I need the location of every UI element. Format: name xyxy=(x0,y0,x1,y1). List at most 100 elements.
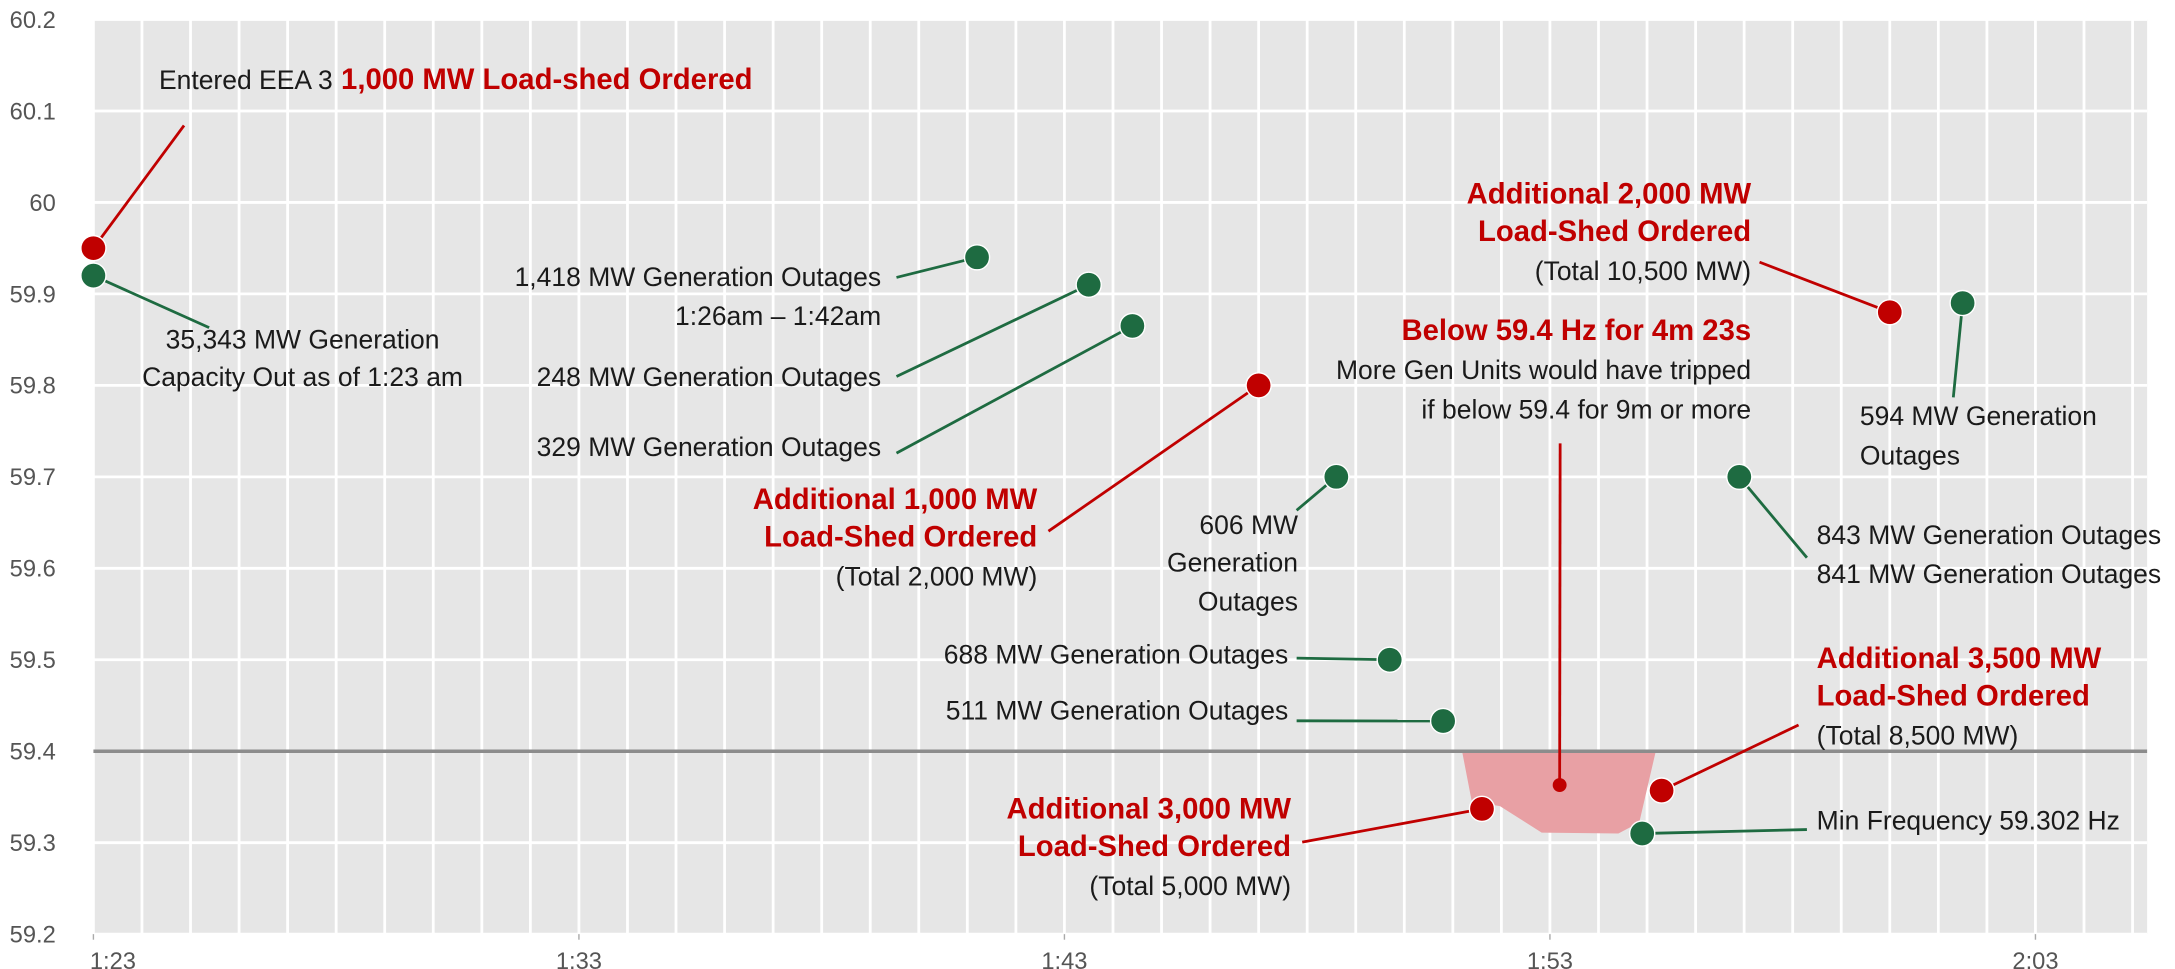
annotation-text: Additional 3,000 MW xyxy=(1006,793,1291,825)
event-point xyxy=(1949,289,1976,317)
y-tick-label: 59.9 xyxy=(10,282,56,308)
y-tick-label: 60 xyxy=(29,191,55,217)
event-point xyxy=(80,262,107,289)
annotation-span: Below 59.4 Hz for 4m 23s xyxy=(1401,315,1751,347)
annotation-text: 688 MW Generation Outages xyxy=(944,640,1288,670)
annotation-text: Load-Shed Ordered xyxy=(1478,216,1751,248)
event-point xyxy=(1552,778,1567,793)
leader-line xyxy=(1759,260,1891,314)
annotation-text: 248 MW Generation Outages xyxy=(537,362,881,392)
event-point xyxy=(80,234,107,262)
event-point xyxy=(1429,707,1457,735)
annotation-span: Generation xyxy=(1167,548,1298,578)
annotation-span: More Gen Units would have tripped xyxy=(1336,355,1751,385)
annotation-span: Min Frequency 59.302 Hz xyxy=(1817,806,2120,836)
annotation-text: 329 MW Generation Outages xyxy=(537,432,881,462)
event-point xyxy=(1323,463,1350,491)
annotation-text: 841 MW Generation Outages xyxy=(1817,559,2161,589)
annotation-text: Outages xyxy=(1198,587,1298,617)
y-tick-label: 59.8 xyxy=(10,374,56,400)
annotation-span: Additional 3,000 MW xyxy=(1006,793,1291,825)
annotation-span: 511 MW Generation Outages xyxy=(946,695,1289,725)
annotation-span: Load-Shed Ordered xyxy=(1018,831,1291,863)
annotation-text: 511 MW Generation Outages xyxy=(946,695,1289,725)
annotation-text: Additional 3,500 MW xyxy=(1817,643,2102,675)
annotation-span: (Total 5,000 MW) xyxy=(1089,871,1291,901)
annotation-text: Outages xyxy=(1860,440,1960,470)
annotation-text: 1:26am – 1:42am xyxy=(675,301,881,331)
annotation-span: 248 MW Generation Outages xyxy=(537,362,881,392)
annotation-text: Load-Shed Ordered xyxy=(764,522,1037,554)
annotation-span: 1,000 MW Load-shed Ordered xyxy=(341,64,752,96)
annotation-text: Additional 2,000 MW xyxy=(1467,179,1752,211)
leader-line xyxy=(1738,475,1808,559)
annotation-text: if below 59.4 for 9m or more xyxy=(1421,394,1751,424)
x-tick-label: 2:03 xyxy=(2012,949,2058,969)
annotation-span: if below 59.4 for 9m or more xyxy=(1421,394,1751,424)
annotation-text: Load-Shed Ordered xyxy=(1018,831,1291,863)
leader-line xyxy=(1047,384,1260,533)
x-tick-label: 1:23 xyxy=(90,949,136,969)
annotation-text: 843 MW Generation Outages xyxy=(1817,520,2161,550)
annotation-span: 843 MW Generation Outages xyxy=(1817,520,2161,550)
leader-line xyxy=(896,255,978,279)
leader-line xyxy=(1296,656,1390,662)
annotation-span: Additional 1,000 MW xyxy=(753,484,1038,516)
annotation-span: (Total 2,000 MW) xyxy=(836,562,1038,592)
y-tick-label: 59.5 xyxy=(10,648,56,674)
leader-line xyxy=(1301,807,1483,844)
annotation-text: 606 MW xyxy=(1199,510,1298,540)
event-point xyxy=(1245,372,1272,399)
annotation-span: Additional 3,500 MW xyxy=(1817,643,2102,675)
annotation-text: (Total 5,000 MW) xyxy=(1089,871,1291,901)
annotation-text: Min Frequency 59.302 Hz xyxy=(1817,806,2120,836)
event-point xyxy=(1876,298,1904,326)
leader-line xyxy=(1661,723,1800,792)
annotation-text: 594 MW Generation xyxy=(1860,401,2097,431)
y-tick-label: 59.4 xyxy=(10,740,56,766)
leader-line xyxy=(895,324,1134,455)
leader-line xyxy=(92,124,186,250)
annotation-text: Below 59.4 Hz for 4m 23s xyxy=(1401,315,1751,347)
event-point xyxy=(963,244,991,271)
annotation-text: Additional 1,000 MW xyxy=(753,484,1038,516)
y-tick-label: 59.7 xyxy=(10,465,56,491)
y-tick-label: 60.1 xyxy=(10,99,56,125)
annotation-span: 606 MW xyxy=(1199,510,1298,540)
annotation-span: 329 MW Generation Outages xyxy=(537,432,881,462)
annotation-span: Additional 2,000 MW xyxy=(1467,179,1752,211)
event-point xyxy=(1468,795,1496,823)
event-point xyxy=(1648,777,1675,804)
annotation-text: 35,343 MW Generation xyxy=(166,325,440,355)
annotation-text: (Total 10,500 MW) xyxy=(1535,256,1751,286)
annotation-text: Capacity Out as of 1:23 am xyxy=(142,362,463,392)
annotation-text: 1,418 MW Generation Outages xyxy=(515,262,882,292)
x-tick-label: 1:43 xyxy=(1041,949,1087,969)
x-tick-label: 1:53 xyxy=(1527,949,1573,969)
annotation-span: 841 MW Generation Outages xyxy=(1817,559,2161,589)
y-tick-label: 59.2 xyxy=(10,923,56,949)
annotation-span: Capacity Out as of 1:23 am xyxy=(142,362,463,392)
annotation-text: More Gen Units would have tripped xyxy=(1336,355,1751,385)
y-tick-label: 60.2 xyxy=(10,8,56,34)
annotation-text: Entered EEA 3 1,000 MW Load-shed Ordered xyxy=(159,64,753,96)
annotation-text: Load-Shed Ordered xyxy=(1817,680,2090,712)
annotation-span: 1:26am – 1:42am xyxy=(675,301,881,331)
leader-line xyxy=(1642,828,1807,835)
annotation-span: 35,343 MW Generation xyxy=(166,325,440,355)
event-point xyxy=(1376,646,1403,674)
leader-line xyxy=(92,274,210,329)
annotation-span: Entered EEA 3 xyxy=(159,65,333,95)
y-tick-label: 59.6 xyxy=(10,557,56,583)
leader-line xyxy=(895,283,1090,378)
annotation-span: Load-Shed Ordered xyxy=(1478,216,1751,248)
event-point xyxy=(1628,820,1656,847)
annotation-text: (Total 8,500 MW) xyxy=(1817,721,2019,751)
annotation-span: 688 MW Generation Outages xyxy=(944,640,1288,670)
annotation-text: Generation xyxy=(1167,548,1298,578)
annotation-text: (Total 2,000 MW) xyxy=(836,562,1038,592)
annotation-span: Load-Shed Ordered xyxy=(764,522,1037,554)
annotation-span: (Total 10,500 MW) xyxy=(1535,256,1751,286)
event-point xyxy=(1726,463,1753,491)
